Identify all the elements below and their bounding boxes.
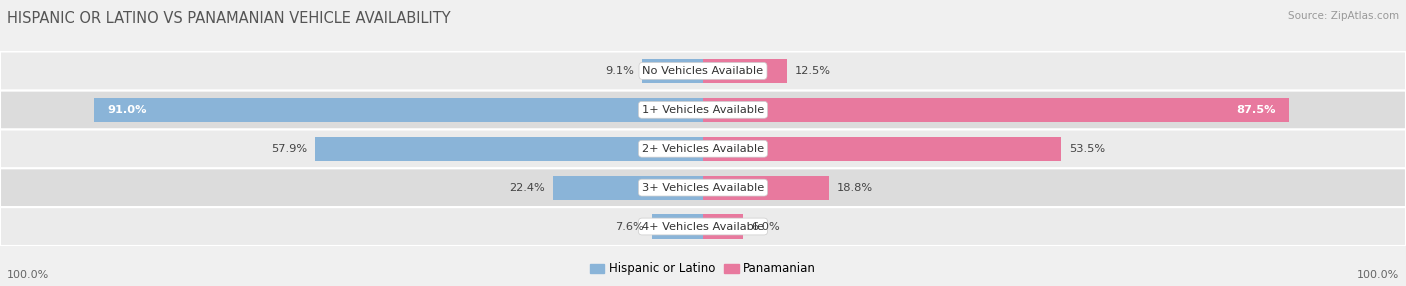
Bar [553, 176, 703, 200]
Text: 3+ Vehicles Available: 3+ Vehicles Available [643, 183, 763, 192]
Bar [703, 214, 744, 239]
Text: 1+ Vehicles Available: 1+ Vehicles Available [643, 105, 763, 115]
Text: HISPANIC OR LATINO VS PANAMANIAN VEHICLE AVAILABILITY: HISPANIC OR LATINO VS PANAMANIAN VEHICLE… [7, 11, 451, 26]
Text: 2+ Vehicles Available: 2+ Vehicles Available [643, 144, 763, 154]
Text: 4+ Vehicles Available: 4+ Vehicles Available [643, 222, 763, 231]
Bar [315, 137, 703, 161]
Bar [703, 59, 787, 83]
Legend: Hispanic or Latino, Panamanian: Hispanic or Latino, Panamanian [585, 258, 821, 280]
Text: 100.0%: 100.0% [1357, 270, 1399, 280]
Text: 12.5%: 12.5% [794, 66, 831, 76]
FancyBboxPatch shape [0, 90, 1406, 129]
Bar [703, 137, 1062, 161]
FancyBboxPatch shape [0, 51, 1406, 90]
FancyBboxPatch shape [0, 207, 1406, 246]
FancyBboxPatch shape [0, 168, 1406, 207]
Text: 91.0%: 91.0% [107, 105, 146, 115]
Text: 100.0%: 100.0% [7, 270, 49, 280]
Text: 87.5%: 87.5% [1236, 105, 1275, 115]
Text: Source: ZipAtlas.com: Source: ZipAtlas.com [1288, 11, 1399, 21]
Bar [643, 59, 703, 83]
FancyBboxPatch shape [0, 129, 1406, 168]
Text: 7.6%: 7.6% [616, 222, 644, 231]
Text: 6.0%: 6.0% [751, 222, 780, 231]
Text: 53.5%: 53.5% [1069, 144, 1105, 154]
Bar [652, 214, 703, 239]
Text: No Vehicles Available: No Vehicles Available [643, 66, 763, 76]
Text: 18.8%: 18.8% [837, 183, 873, 192]
Bar [94, 98, 703, 122]
Text: 22.4%: 22.4% [509, 183, 546, 192]
Bar [703, 98, 1289, 122]
Bar [703, 176, 830, 200]
Text: 57.9%: 57.9% [271, 144, 308, 154]
Text: 9.1%: 9.1% [605, 66, 634, 76]
